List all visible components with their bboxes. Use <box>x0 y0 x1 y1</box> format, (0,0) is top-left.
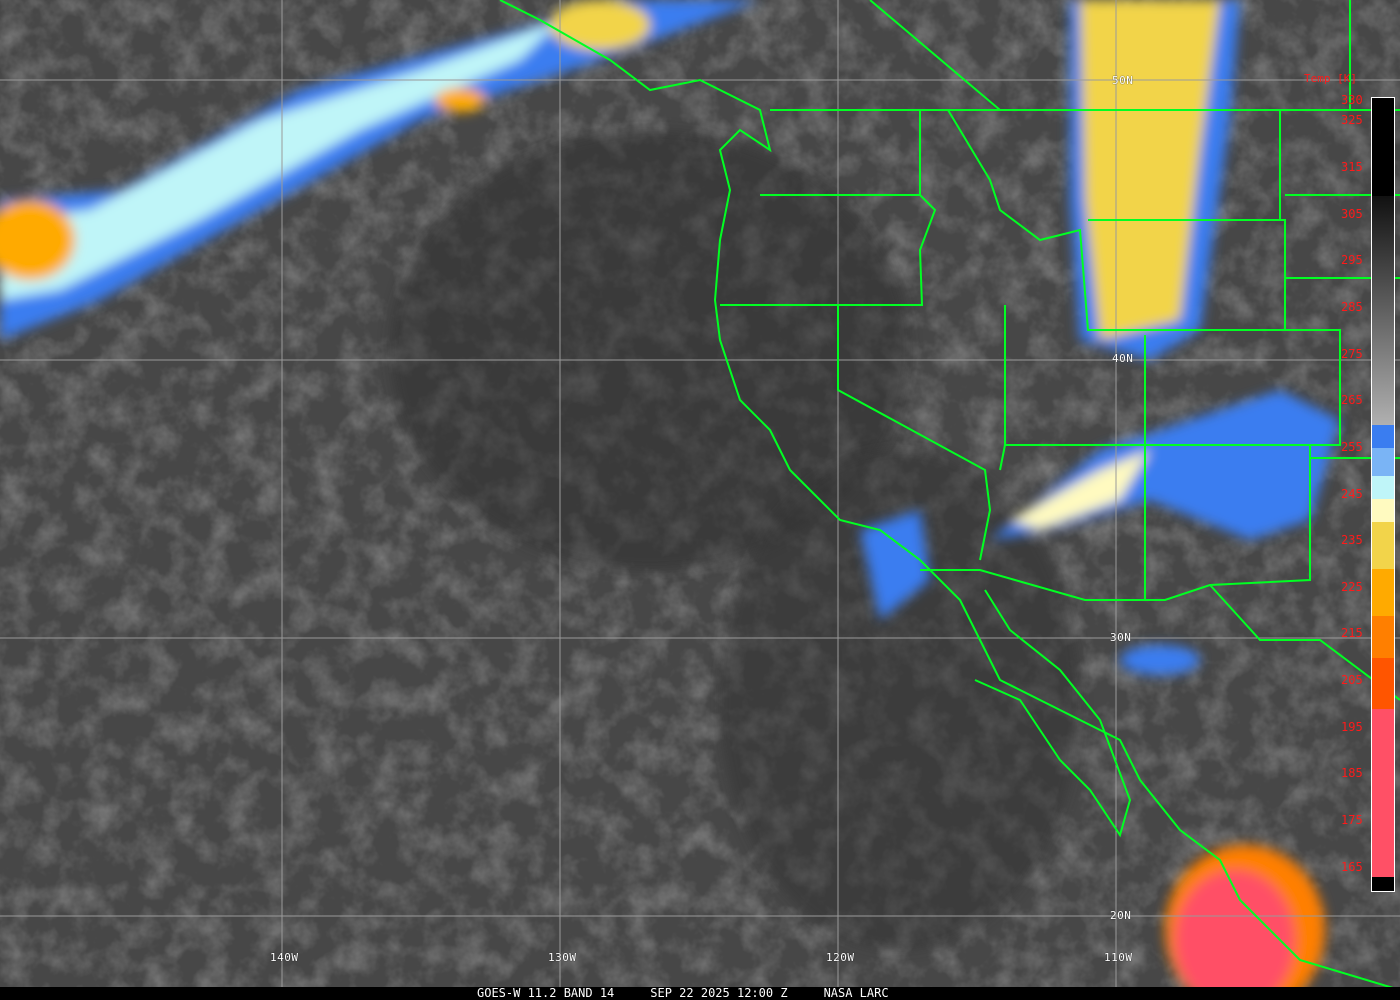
colorbar-tick-label: 175 <box>1341 813 1363 828</box>
colorbar-segment <box>1372 499 1394 523</box>
colorbar-segment <box>1372 98 1394 196</box>
colorbar-tick-label: 165 <box>1341 859 1363 874</box>
lat-label-20n: 20N <box>1110 909 1132 922</box>
lat-label-30n: 30N <box>1110 631 1132 644</box>
political-borders <box>499 0 1400 991</box>
colorbar-segment <box>1372 615 1394 658</box>
colorbar-segment <box>1372 195 1394 425</box>
colorbar-title: Temp [K] <box>1304 72 1357 85</box>
colorbar-tick-label: 285 <box>1341 299 1363 314</box>
lat-label-50n: 50N <box>1112 74 1134 87</box>
colorbar <box>1371 97 1395 892</box>
coastline <box>499 0 1400 991</box>
colorbar-tick-label: 315 <box>1341 159 1363 174</box>
colorbar-segment <box>1372 657 1394 710</box>
colorbar-tick-label: 235 <box>1341 533 1363 548</box>
colorbar-tick-label: 305 <box>1341 206 1363 221</box>
colorbar-segment <box>1372 877 1394 891</box>
colorbar-tick-label: 265 <box>1341 393 1363 408</box>
colorbar-segment <box>1372 569 1394 616</box>
caption-credit: NASA LARC <box>823 986 889 1000</box>
colorbar-tick-label: 225 <box>1341 579 1363 594</box>
colorbar-tick-label: 245 <box>1341 486 1363 501</box>
colorbar-segment <box>1372 709 1394 877</box>
lon-label-130w: 130W <box>548 951 577 964</box>
colorbar-tick-label: 185 <box>1341 766 1363 781</box>
colorbar-tick-label: 295 <box>1341 253 1363 268</box>
colorbar-segment <box>1372 447 1394 476</box>
colorbar-segment <box>1372 522 1394 570</box>
colorbar-tick-label: 195 <box>1341 719 1363 734</box>
caption-datetime: SEP 22 2025 12:00 Z <box>650 986 788 1000</box>
lon-label-110w: 110W <box>1104 951 1133 964</box>
image-caption: GOES-W 11.2 BAND 14 SEP 22 2025 12:00 Z NA… <box>0 987 1400 1000</box>
colorbar-segment <box>1372 475 1394 500</box>
colorbar-tick-label: 330 <box>1341 93 1363 107</box>
colorbar-tick-label: 325 <box>1341 113 1363 128</box>
colorbar-tick-label: 255 <box>1341 439 1363 454</box>
baja-coast <box>974 589 1132 838</box>
cold-cloud-band <box>0 0 1340 1000</box>
colorbar-tick-label: 275 <box>1341 346 1363 361</box>
colorbar-tick-label: 215 <box>1341 626 1363 641</box>
colorbar-tick-label: 205 <box>1341 673 1363 688</box>
caption-satellite: GOES-W 11.2 BAND 14 <box>477 986 615 1000</box>
lat-label-40n: 40N <box>1112 352 1134 365</box>
lon-label-120w: 120W <box>826 951 855 964</box>
lon-label-140w: 140W <box>270 951 299 964</box>
colorbar-segment <box>1372 424 1394 448</box>
